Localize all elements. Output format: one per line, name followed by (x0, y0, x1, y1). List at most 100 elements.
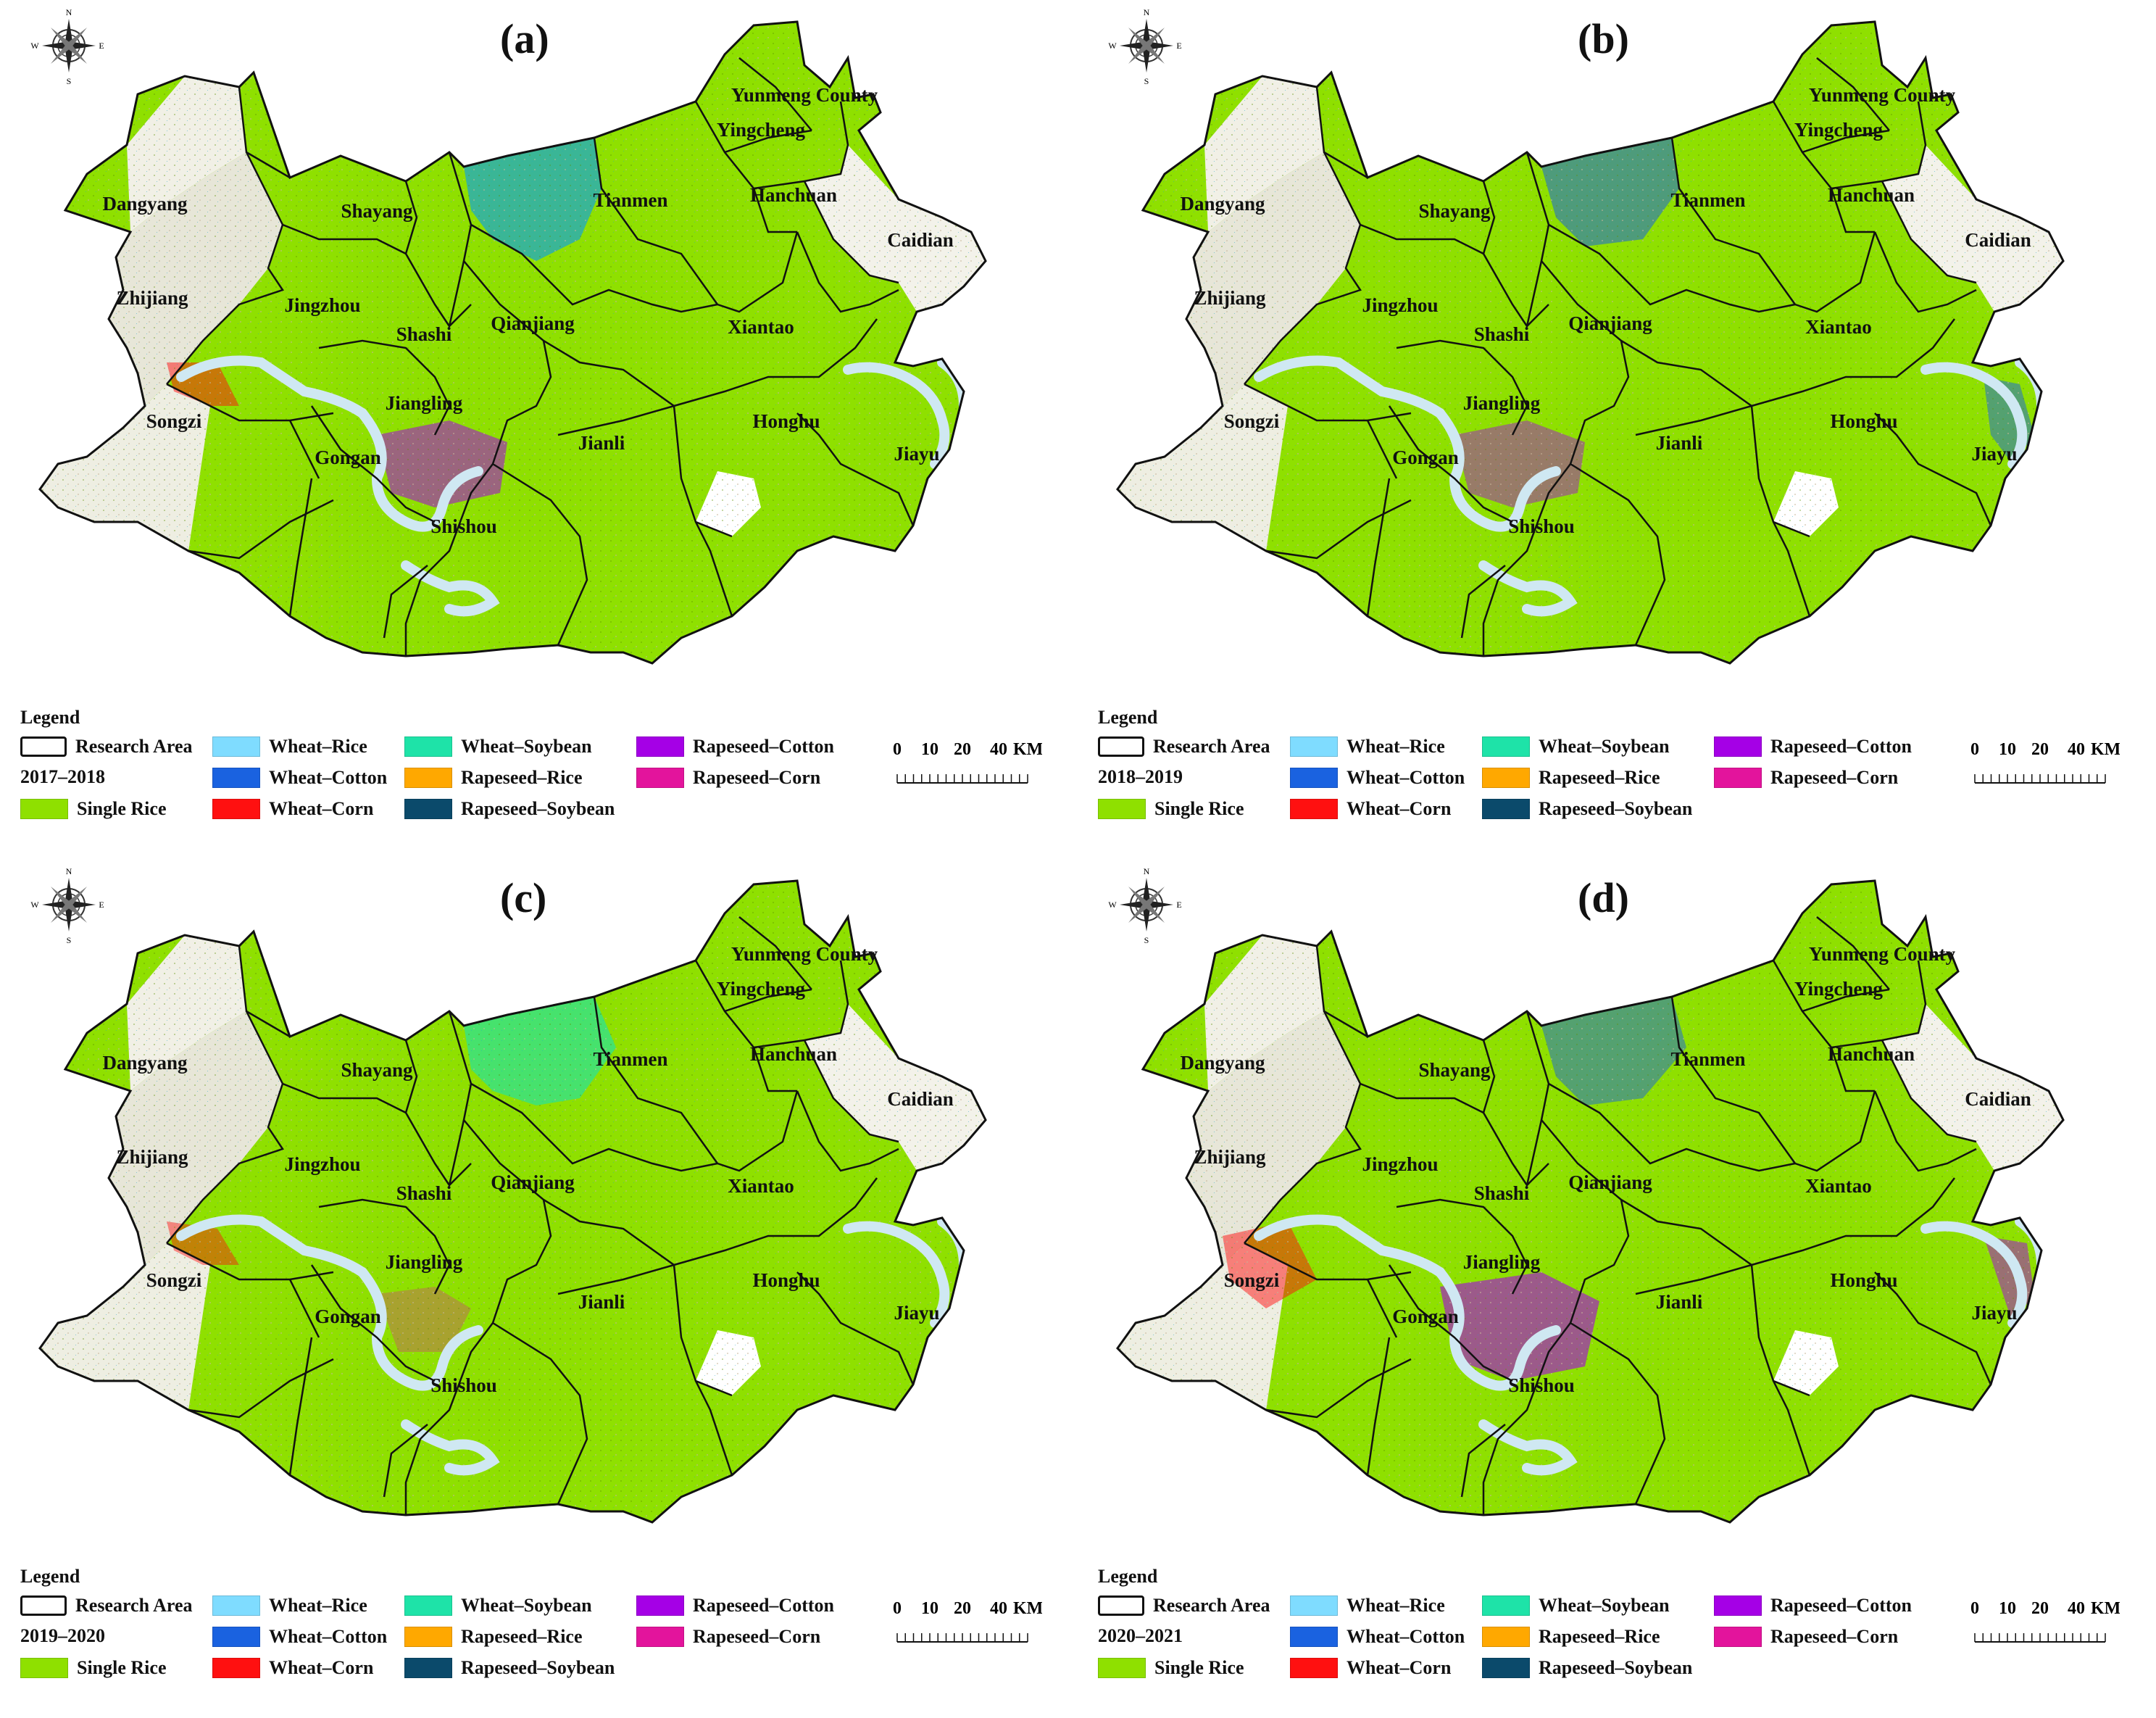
county-border (1816, 57, 1890, 131)
map-legend: Legend Research Area 2020–2021 Single Rice W… (1098, 1566, 2142, 1711)
river (176, 355, 367, 418)
county-label: Jiayu (894, 443, 939, 465)
legend-item: Wheat–Soybean (404, 1593, 592, 1618)
river (401, 560, 500, 617)
scale-tick-label: 20 (2031, 1599, 2049, 1618)
county-border (1831, 101, 1927, 190)
legend-item: Research Area (1098, 734, 1270, 759)
county-label: Jiangling (386, 392, 463, 414)
scale-unit: KM (1013, 740, 1042, 759)
legend-item: Rapeseed–Soybean (1482, 797, 1692, 821)
legend-label: Rapeseed–Soybean (1539, 798, 1693, 819)
county-border (1548, 223, 1796, 313)
legend-period: 2020–2021 (1098, 1625, 1183, 1646)
legend-swatch (636, 1627, 684, 1647)
compass-e-label: E (1176, 41, 1181, 51)
county-label: Yingcheng (717, 978, 806, 1000)
county-label: Jiangling (386, 1251, 463, 1273)
panel-label: (a) (500, 15, 549, 62)
legend-label: Rapeseed–Cotton (693, 1595, 834, 1616)
research-area-outline (1116, 20, 2065, 665)
compass-w-label: W (30, 900, 39, 910)
legend-label: Rapeseed–Cotton (1770, 736, 1912, 757)
river (1920, 1221, 2028, 1328)
legend-label: Wheat–Soybean (1539, 1595, 1670, 1616)
county-border (1751, 318, 1955, 407)
research-area-outline (38, 20, 987, 665)
county-border (593, 137, 719, 305)
legend-swatch (1714, 1627, 1762, 1647)
county-label: Yunmeng County (731, 943, 878, 965)
legend-swatch (404, 1658, 452, 1678)
county-label: Shayang (1418, 1059, 1491, 1081)
county-label: Xiantao (1805, 1175, 1872, 1197)
legend-label: Rapeseed–Rice (461, 767, 583, 788)
county-border (463, 1119, 675, 1266)
legend-swatch (20, 736, 67, 757)
county-label: Caidian (1965, 229, 2031, 251)
river (1435, 1267, 1561, 1391)
county-label: Qianjiang (491, 312, 575, 334)
legend-item: Rapeseed–Rice (404, 1624, 583, 1649)
county-border (1388, 405, 1513, 523)
county-border (557, 1263, 733, 1397)
legend-item: Wheat–Corn (1290, 797, 1451, 821)
legend-label: Rapeseed–Corn (693, 1626, 821, 1647)
county-border (1482, 340, 1630, 656)
county-label: Shishou (1508, 515, 1575, 537)
county-label: Yunmeng County (1809, 84, 1956, 106)
county-label: Jianli (1656, 432, 1703, 454)
legend-title: Legend (20, 1566, 80, 1587)
county-label: Songzi (1224, 1269, 1280, 1291)
river (357, 408, 483, 532)
legend-label: Wheat–Rice (1347, 1595, 1445, 1616)
county-label: Dangyang (102, 193, 188, 215)
legend-period: 2017–2018 (20, 766, 105, 787)
map-panel-a: Yunmeng County Yingcheng Dangyang Shayang Ti… (0, 0, 1078, 859)
county-label: Jiayu (1971, 1302, 2017, 1324)
legend-label: Research Area (75, 1595, 193, 1616)
county-border (288, 478, 313, 617)
panel-label: (b) (1578, 15, 1629, 62)
legend-title: Legend (20, 707, 80, 728)
legend-swatch (636, 1595, 684, 1616)
county-label: Honghu (1830, 1269, 1897, 1291)
county-border (318, 339, 451, 436)
county-border (717, 231, 799, 313)
county-border (724, 988, 812, 1013)
scale-tick-label: 10 (1999, 1599, 2016, 1618)
legend-item: Wheat–Rice (1290, 1593, 1445, 1618)
county-label: Zhijiang (116, 287, 188, 309)
county-border (166, 383, 334, 422)
legend-swatch (212, 736, 260, 757)
county-label: Jiangling (1463, 392, 1541, 414)
county-border (288, 1279, 320, 1338)
county-border (1772, 521, 1811, 617)
legend-swatch (1290, 768, 1338, 788)
legend-label: Wheat–Rice (269, 736, 367, 757)
legend-swatch (212, 768, 260, 788)
county-border (404, 1039, 418, 1113)
legend-item: Rapeseed–Cotton (636, 734, 834, 759)
county-label: Jiayu (1971, 443, 2017, 465)
compass-rose-icon: N S E W (30, 866, 104, 945)
legend-swatch (1290, 799, 1338, 819)
legend-swatch (1290, 736, 1338, 757)
legend-swatch (1714, 1595, 1762, 1616)
county-border (1670, 137, 1797, 305)
county-border (796, 1271, 915, 1385)
county-label: Jingzhou (284, 294, 360, 316)
legend-item: Rapeseed–Corn (1714, 1624, 1898, 1649)
scale-tick-label: 10 (921, 1599, 938, 1618)
county-border (796, 1090, 899, 1172)
county-label: Shayang (1418, 200, 1491, 222)
county-label: Xiantao (1805, 316, 1872, 338)
county-border (1366, 420, 1398, 479)
compass-rose-icon: N S E W (1108, 866, 1181, 945)
legend-label: Single Rice (1154, 1657, 1244, 1678)
compass-s-label: S (1144, 76, 1149, 86)
county-label: Tianmen (1670, 189, 1745, 211)
scale-bar: 0 10 20 40 KM (1968, 736, 2120, 801)
crop-map: Yunmeng County Yingcheng Dangyang Shayang Ti… (38, 20, 987, 665)
legend-item: Wheat–Corn (1290, 1656, 1451, 1680)
